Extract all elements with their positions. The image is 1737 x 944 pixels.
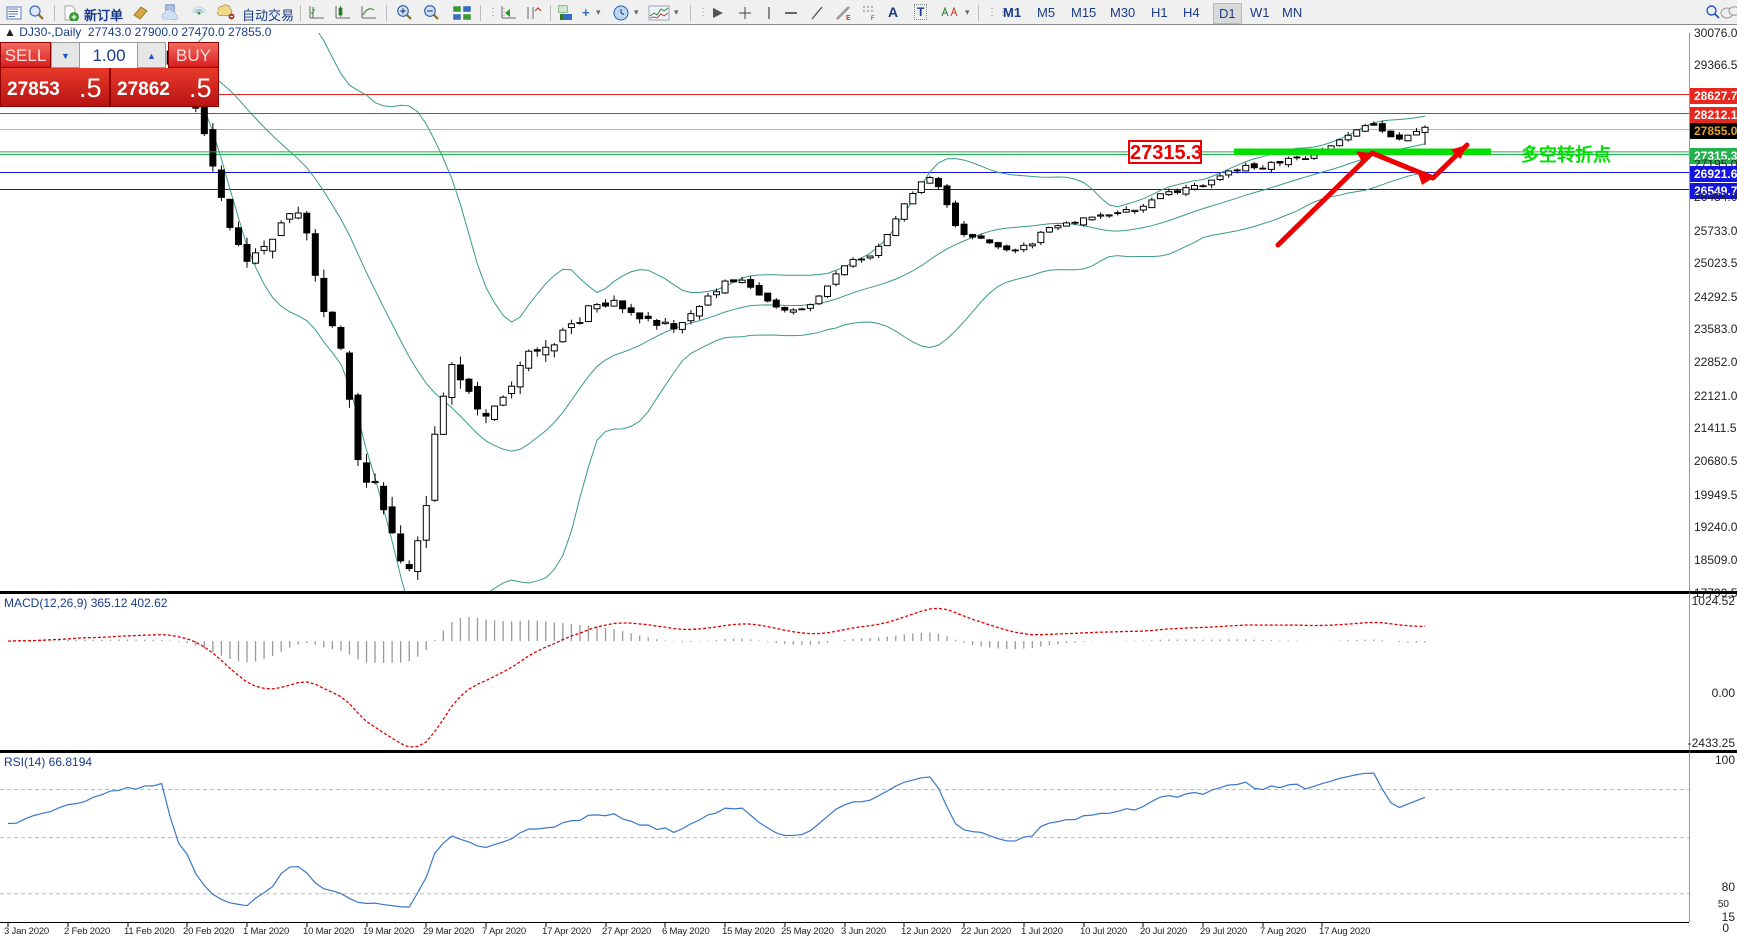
svg-text:E: E: [846, 15, 851, 21]
svg-text:F: F: [871, 16, 875, 21]
